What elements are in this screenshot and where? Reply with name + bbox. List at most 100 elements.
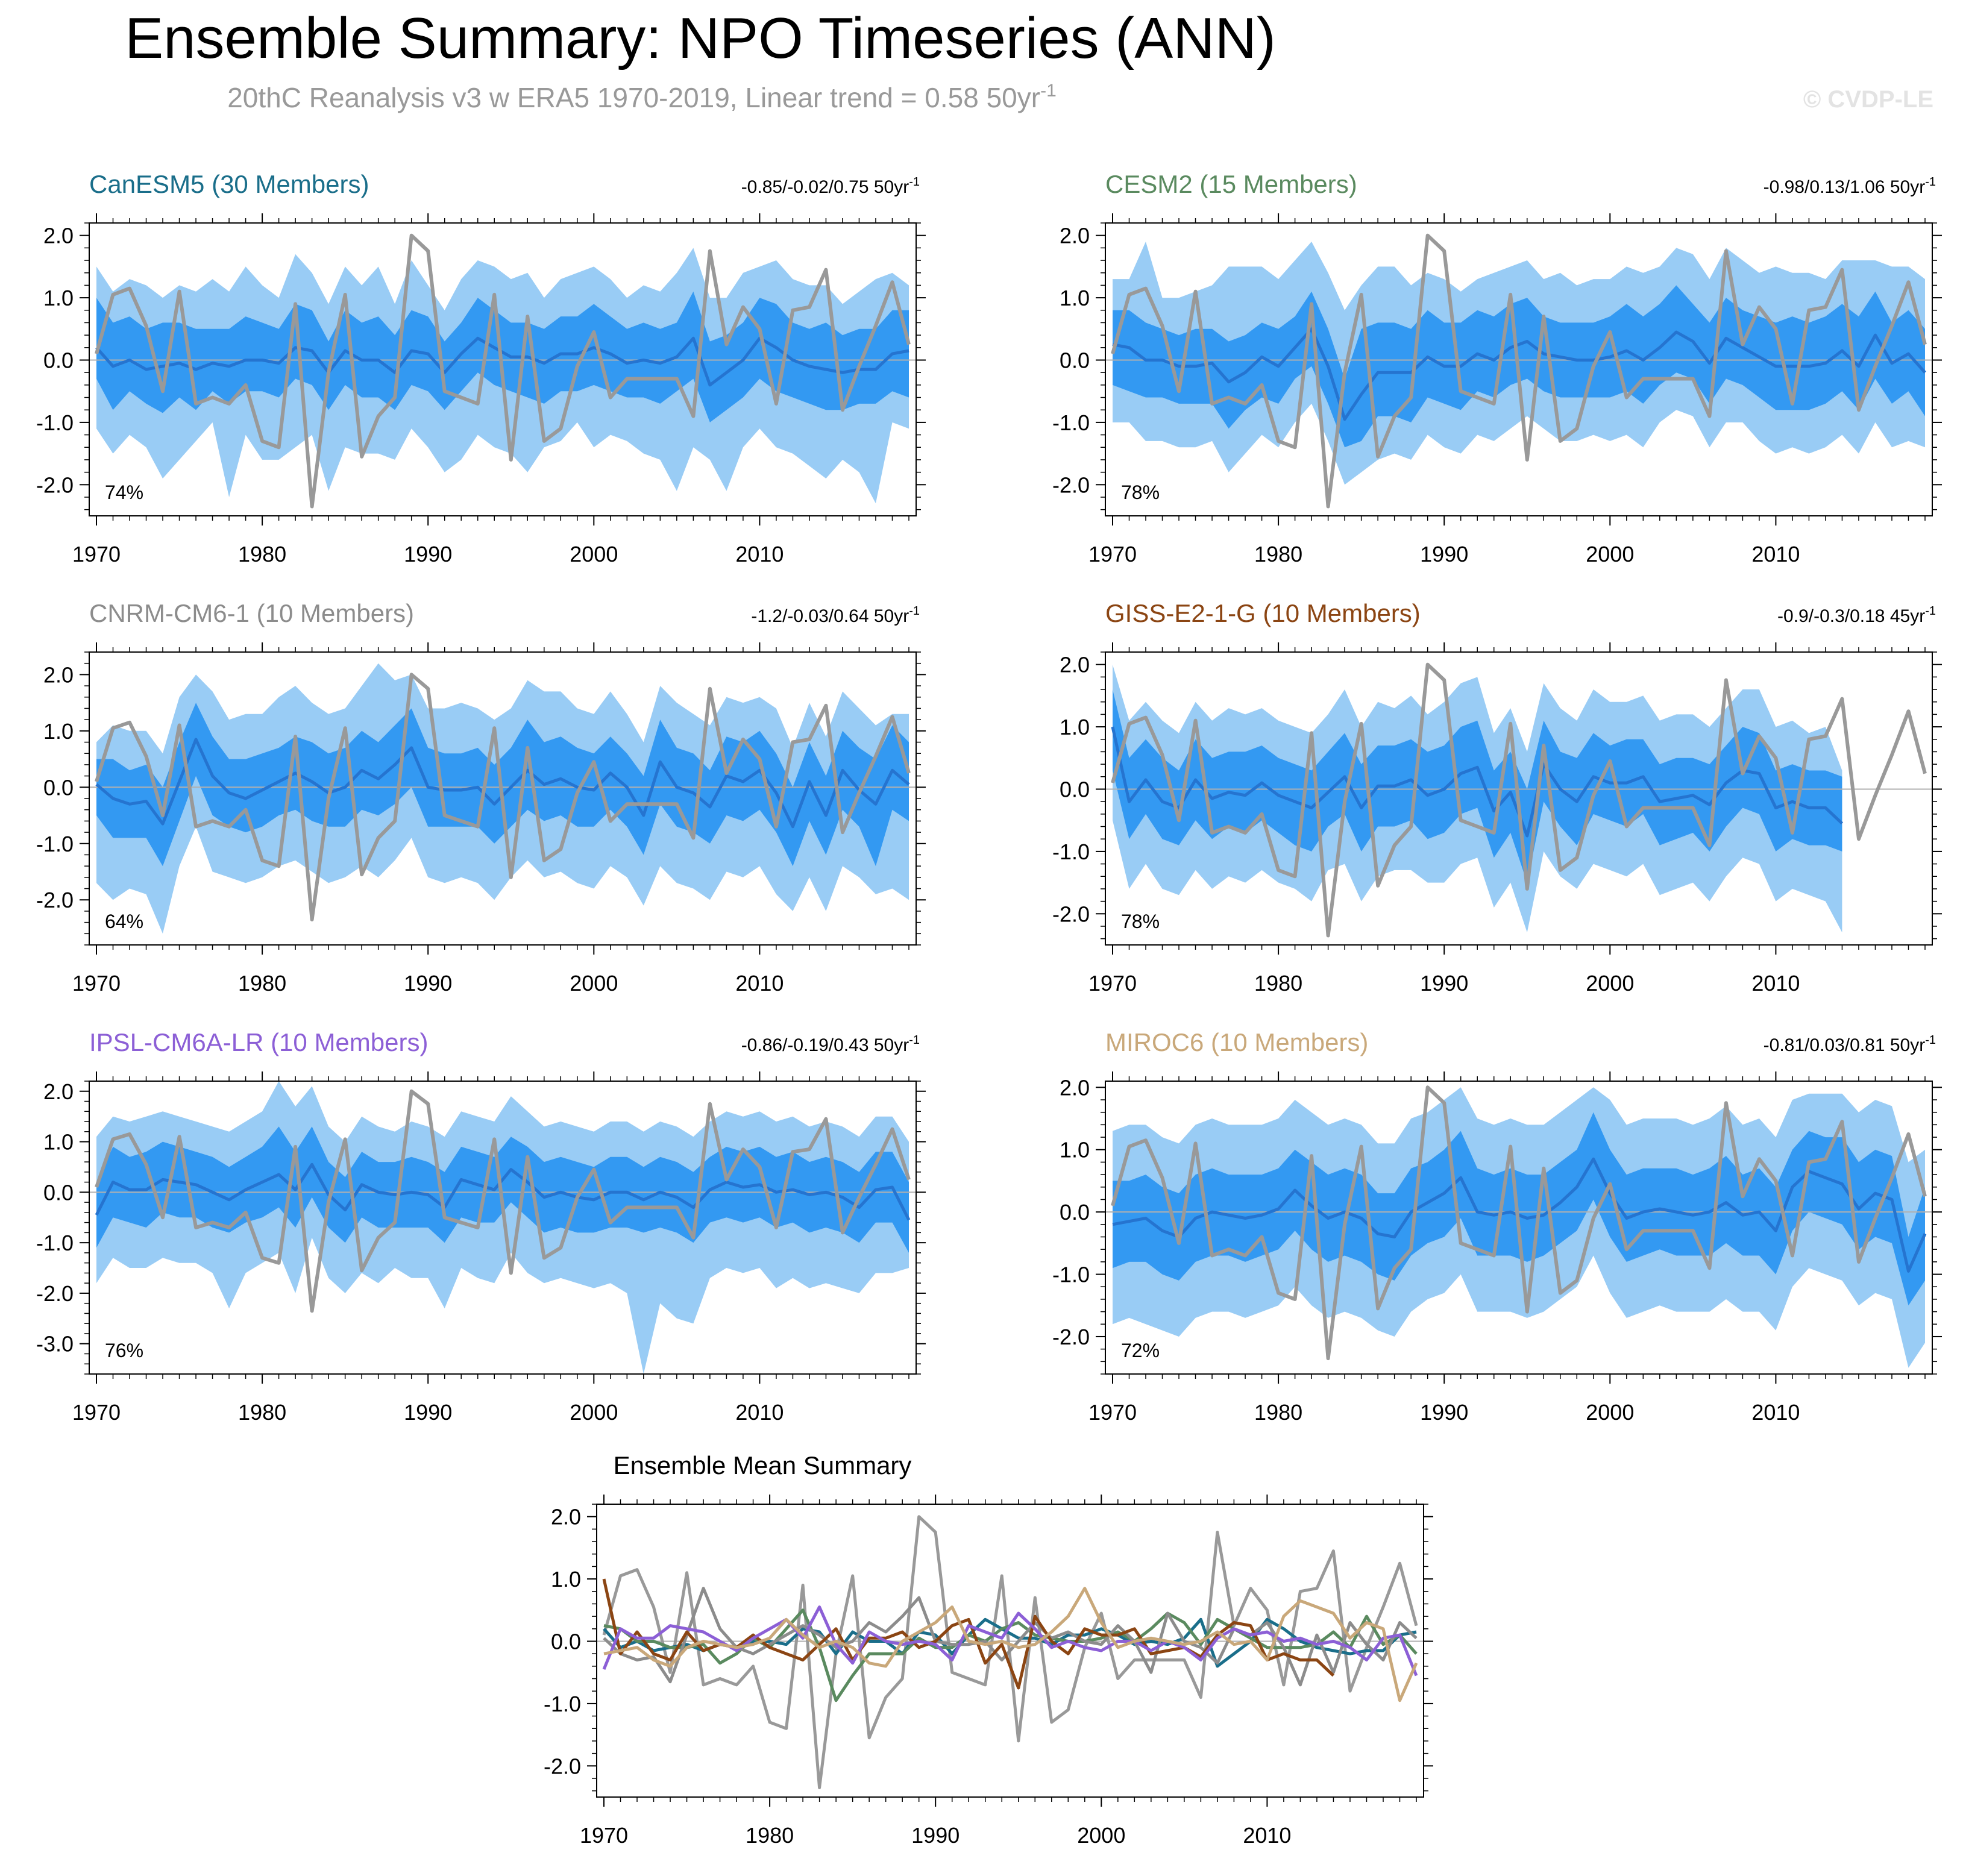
x-tick-label: 2010 <box>1751 971 1800 996</box>
x-tick-label: 1990 <box>404 971 452 996</box>
y-tick-label: -2.0 <box>36 888 74 912</box>
y-tick-label: -1.0 <box>36 1231 74 1255</box>
panel-rank-percent: 78% <box>1121 911 1160 932</box>
y-tick-label: -1.0 <box>1052 839 1090 864</box>
plot-frame <box>596 1504 1424 1798</box>
x-tick-label: 1980 <box>238 542 286 566</box>
ensemble-mean-line-6 <box>603 1587 1418 1702</box>
x-tick-label: 1980 <box>238 971 286 996</box>
y-tick-label: 0.0 <box>1060 777 1090 802</box>
x-tick-label: 2000 <box>570 1400 618 1425</box>
trend-stats-text: -0.9/-0.3/0.18 45yr <box>1777 606 1925 626</box>
chart-panel-5: -3.0 -2.0 -1.0 0.0 1.0 2.0 1970 1980 1990 2000 201… <box>36 1028 926 1425</box>
y-tick-label: 2.0 <box>43 1079 74 1104</box>
y-tick-label: 0.0 <box>551 1629 581 1654</box>
chart-panel-3: -2.0 -1.0 0.0 1.0 2.0 1970 1980 1990 2000 2010 CNR… <box>36 599 926 996</box>
y-tick-label: 2.0 <box>43 224 74 248</box>
chart-panel-7: -2.0 -1.0 0.0 1.0 2.0 1970 1980 1990 2000 2010 Ens… <box>544 1451 1433 1848</box>
x-tick-label: 1970 <box>72 971 121 996</box>
trend-stats-text: -0.81/0.03/0.81 50yr <box>1764 1035 1926 1055</box>
ensemble-iqr-band <box>1113 689 1842 883</box>
plot-frame <box>1105 222 1933 516</box>
panel-rank-percent: 76% <box>105 1340 143 1361</box>
x-tick-label: 2000 <box>1586 542 1634 566</box>
y-tick-label: 1.0 <box>1060 715 1090 739</box>
trend-stats-exponent: -1 <box>909 604 920 618</box>
y-tick-label: 2.0 <box>1060 1075 1090 1100</box>
trend-stats-text: -1.2/-0.03/0.64 50yr <box>751 606 909 626</box>
y-tick-label: -1.0 <box>36 832 74 856</box>
y-tick-label: -2.0 <box>1052 902 1090 926</box>
x-tick-label: 1970 <box>1088 542 1137 566</box>
plot-area <box>1105 1085 1932 1368</box>
plot-frame <box>89 1081 917 1375</box>
figure-title: Ensemble Summary: NPO Timeseries (ANN) <box>125 6 1276 71</box>
plot-area <box>89 663 916 934</box>
x-tick-label: 1980 <box>238 1400 286 1425</box>
y-tick-label: 0.0 <box>43 1180 74 1205</box>
trend-stats-text: -0.85/-0.02/0.75 50yr <box>741 177 909 197</box>
x-tick-label: 2010 <box>1751 1400 1800 1425</box>
y-tick-label: 2.0 <box>1060 224 1090 248</box>
y-tick-label: 0.0 <box>43 775 74 800</box>
panel-trend-stats: -1.2/-0.03/0.64 50yr-1 <box>751 604 920 626</box>
y-tick-label: 0.0 <box>1060 348 1090 372</box>
observed-line <box>1111 1085 1927 1361</box>
panel-rank-percent: 64% <box>105 911 143 932</box>
x-tick-label: 1980 <box>1254 542 1302 566</box>
x-tick-label: 2010 <box>735 1400 784 1425</box>
ensemble-mean-line <box>1111 726 1844 838</box>
panel-rank-percent: 72% <box>1121 1340 1160 1361</box>
x-tick-label: 2000 <box>1077 1823 1125 1848</box>
plot-area <box>89 1081 916 1374</box>
panel-trend-stats: -0.86/-0.19/0.43 50yr-1 <box>741 1034 920 1055</box>
x-tick-label: 2010 <box>735 542 784 566</box>
panel-rank-percent: 74% <box>105 482 143 503</box>
panel-title: CESM2 (15 Members) <box>1105 170 1357 198</box>
panel-trend-stats: -0.85/-0.02/0.75 50yr-1 <box>741 175 920 197</box>
observed-line <box>602 1515 1418 1789</box>
plot-area <box>1105 233 1932 509</box>
ensemble-iqr-band <box>96 1126 909 1253</box>
y-tick-label: 1.0 <box>43 1130 74 1155</box>
y-tick-label: -1.0 <box>1052 1263 1090 1287</box>
ensemble-mean-line <box>95 1162 911 1221</box>
plot-area <box>89 233 916 509</box>
plot-frame <box>1105 1081 1933 1375</box>
y-tick-label: -2.0 <box>1052 1325 1090 1349</box>
ensemble-mean-line-5 <box>602 1605 1418 1677</box>
plot-frame <box>89 222 917 516</box>
figure-subtitle: 20thC Reanalysis v3 w ERA5 1970-2019, Li… <box>227 81 1057 113</box>
panel-title: Ensemble Mean Summary <box>614 1451 912 1479</box>
x-tick-label: 1990 <box>1420 1400 1468 1425</box>
trend-stats-exponent: -1 <box>909 1034 920 1047</box>
y-tick-label: -1.0 <box>1052 410 1090 435</box>
y-tick-label: -2.0 <box>36 472 74 497</box>
y-tick-label: -1.0 <box>36 410 74 435</box>
chart-panel-1: -2.0 -1.0 0.0 1.0 2.0 1970 1980 1990 2000 2010 Can… <box>36 170 926 566</box>
observed-line <box>1111 662 1927 938</box>
x-tick-label: 2010 <box>1243 1823 1291 1848</box>
x-tick-label: 1980 <box>1254 971 1302 996</box>
chart-panel-4: -2.0 -1.0 0.0 1.0 2.0 1970 1980 1990 2000 2010 GIS… <box>1052 599 1942 996</box>
y-tick-label: -3.0 <box>36 1332 74 1357</box>
x-tick-label: 1970 <box>72 542 121 566</box>
y-tick-label: 2.0 <box>551 1505 581 1529</box>
x-tick-label: 1970 <box>1088 1400 1137 1425</box>
y-tick-label: -2.0 <box>544 1754 581 1778</box>
x-tick-label: 1990 <box>404 542 452 566</box>
subtitle-text: 20thC Reanalysis v3 w ERA5 1970-2019, Li… <box>227 82 1040 113</box>
x-tick-label: 2010 <box>1751 542 1800 566</box>
ensemble-mean-line <box>95 336 909 387</box>
subtitle-exponent: -1 <box>1040 81 1057 101</box>
x-tick-label: 1980 <box>1254 1400 1302 1425</box>
observed-line <box>95 1089 911 1313</box>
x-tick-label: 1970 <box>72 1400 121 1425</box>
panel-title: GISS-E2-1-G (10 Members) <box>1105 599 1421 627</box>
y-tick-label: -2.0 <box>36 1281 74 1306</box>
y-tick-label: 2.0 <box>1060 653 1090 677</box>
plot-area <box>597 1515 1424 1789</box>
plot-frame <box>1105 651 1933 946</box>
x-tick-label: 2000 <box>570 971 618 996</box>
panel-title: MIROC6 (10 Members) <box>1105 1028 1368 1056</box>
